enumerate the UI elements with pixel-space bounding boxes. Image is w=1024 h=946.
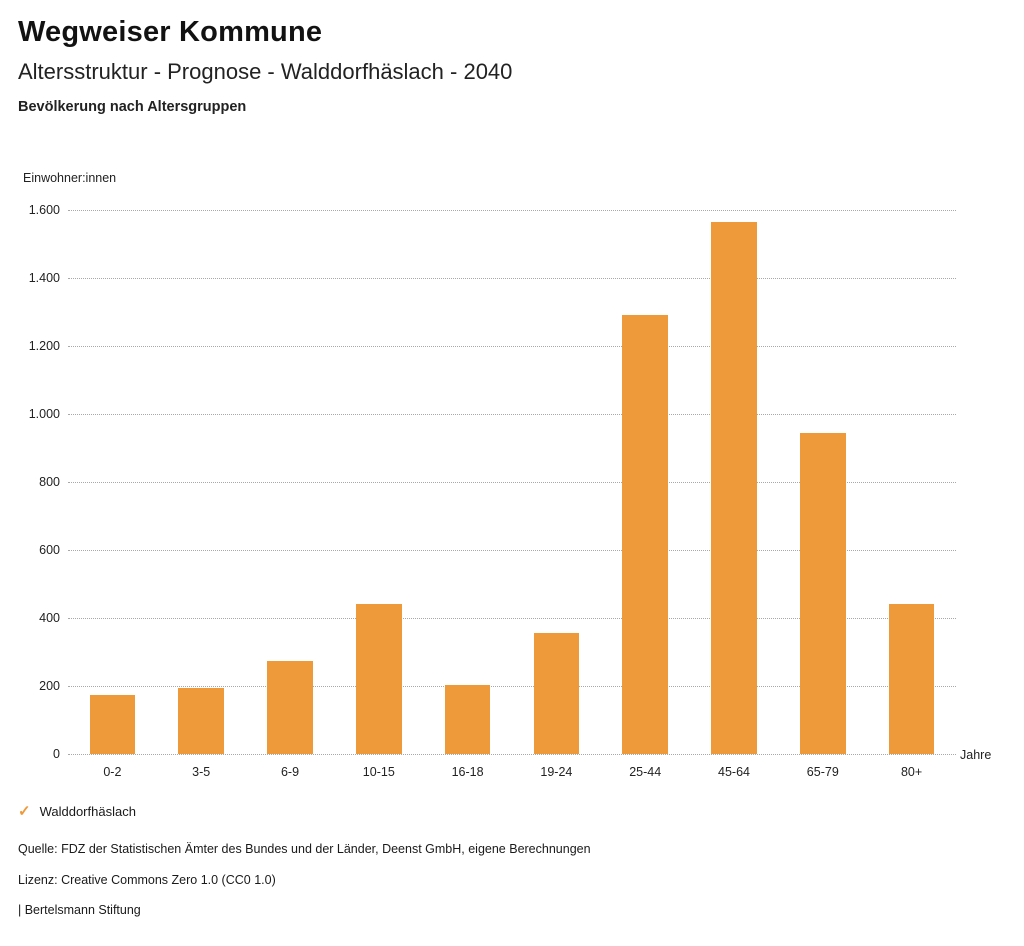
gridline — [68, 278, 956, 279]
bar[interactable] — [267, 660, 313, 754]
x-axis-tick-label: 6-9 — [280, 765, 300, 779]
y-axis-tick-label: 800 — [39, 475, 60, 489]
footer-publisher: | Bertelsmann Stiftung — [18, 903, 141, 917]
x-axis-title: Jahre — [960, 748, 992, 762]
x-axis-tick-label: 45-64 — [718, 765, 750, 779]
x-axis-tick-label: 19-24 — [540, 765, 573, 779]
x-axis-tick-label: 3-5 — [192, 765, 211, 779]
x-axis-tick-label: 0-2 — [103, 765, 122, 779]
x-axis-tick-label: 80+ — [900, 765, 923, 779]
chart-title: Altersstruktur - Prognose - Walddorfhäsl… — [18, 59, 513, 85]
chart-header: Wegweiser Kommune Altersstruktur - Progn… — [18, 14, 998, 116]
bar[interactable] — [711, 221, 757, 754]
bar[interactable] — [178, 687, 225, 754]
y-axis-title: Einwohner:innen — [23, 171, 117, 185]
legend-label: Walddorfhäslach — [39, 804, 136, 819]
bar[interactable] — [622, 315, 669, 754]
y-axis-tick-label: 1.200 — [28, 339, 60, 353]
page-title: Wegweiser Kommune — [18, 16, 323, 48]
check-icon: ✓ — [18, 803, 31, 820]
y-axis-tick-label: 1.600 — [28, 203, 60, 217]
y-axis-tick-label: 1.000 — [28, 407, 60, 421]
gridline — [68, 210, 956, 211]
bar[interactable] — [799, 432, 846, 754]
footer-source: Quelle: FDZ der Statistischen Ämter des … — [18, 842, 591, 856]
bar[interactable] — [444, 684, 491, 754]
gridline — [68, 346, 956, 347]
x-axis-tick-label: 16-18 — [451, 765, 484, 779]
chart-footer: Quelle: FDZ der Statistischen Ämter des … — [18, 843, 591, 935]
bar[interactable] — [355, 604, 402, 754]
gridline — [68, 414, 956, 415]
y-axis-tick-label: 0 — [53, 747, 60, 761]
y-axis-tick-label: 400 — [39, 611, 60, 625]
gridline — [68, 754, 956, 755]
gridline — [68, 686, 956, 687]
bar[interactable] — [533, 633, 580, 754]
legend[interactable]: ✓ Walddorfhäslach — [18, 804, 136, 819]
x-axis-tick-label: 65-79 — [806, 765, 839, 779]
bars-group — [68, 210, 956, 754]
gridline — [68, 482, 956, 483]
x-axis-tick-label: 10-15 — [362, 765, 395, 779]
gridline — [68, 618, 956, 619]
y-axis-tick-label: 200 — [39, 679, 60, 693]
bar[interactable] — [89, 694, 136, 754]
footer-license: Lizenz: Creative Commons Zero 1.0 (CC0 1… — [18, 872, 276, 887]
bar[interactable] — [888, 604, 935, 754]
y-axis-tick-label: 1.400 — [28, 271, 60, 285]
chart-subtitle: Bevölkerung nach Altersgruppen — [18, 98, 247, 115]
x-axis-tick-label: 25-44 — [629, 765, 662, 779]
gridline — [68, 550, 956, 551]
y-axis-tick-label: 600 — [39, 543, 60, 557]
plot-area — [68, 210, 956, 755]
